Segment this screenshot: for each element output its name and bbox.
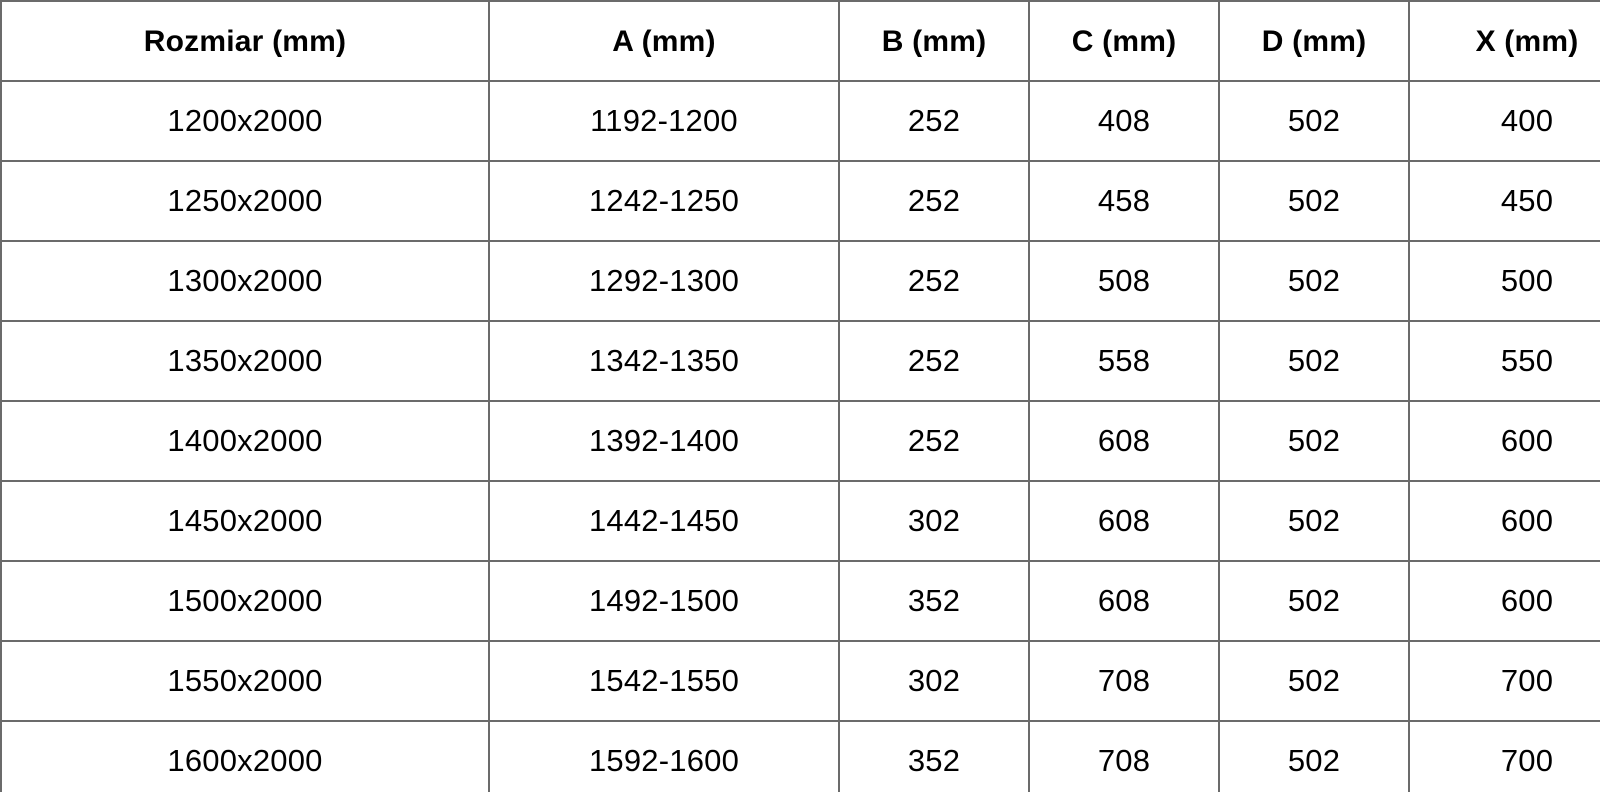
cell-a: 1442-1450 [489,481,840,562]
cell-d: 502 [1219,561,1410,642]
cell-b: 252 [839,161,1030,242]
table-row: 1300x2000 1292-1300 252 508 502 500 [1,241,1600,322]
cell-a: 1242-1250 [489,161,840,242]
cell-d: 502 [1219,481,1410,562]
cell-x: 700 [1409,721,1600,792]
cell-a: 1592-1600 [489,721,840,792]
column-header-x: X (mm) [1409,1,1600,82]
cell-c: 608 [1029,401,1220,482]
cell-x: 500 [1409,241,1600,322]
cell-x: 600 [1409,401,1600,482]
column-header-c: C (mm) [1029,1,1220,82]
cell-x: 450 [1409,161,1600,242]
cell-b: 252 [839,401,1030,482]
cell-x: 600 [1409,481,1600,562]
cell-x: 400 [1409,81,1600,162]
cell-c: 458 [1029,161,1220,242]
cell-size: 1600x2000 [1,721,490,792]
table-header-row: Rozmiar (mm) A (mm) B (mm) C (mm) D (mm)… [1,1,1600,82]
cell-size: 1450x2000 [1,481,490,562]
cell-size: 1500x2000 [1,561,490,642]
cell-a: 1492-1500 [489,561,840,642]
cell-d: 502 [1219,321,1410,402]
cell-d: 502 [1219,161,1410,242]
cell-a: 1192-1200 [489,81,840,162]
cell-a: 1292-1300 [489,241,840,322]
cell-x: 600 [1409,561,1600,642]
cell-size: 1400x2000 [1,401,490,482]
cell-x: 700 [1409,641,1600,722]
cell-x: 550 [1409,321,1600,402]
cell-d: 502 [1219,401,1410,482]
cell-c: 558 [1029,321,1220,402]
cell-b: 252 [839,81,1030,162]
cell-b: 252 [839,241,1030,322]
cell-c: 608 [1029,561,1220,642]
column-header-a: A (mm) [489,1,840,82]
cell-size: 1350x2000 [1,321,490,402]
cell-size: 1250x2000 [1,161,490,242]
cell-d: 502 [1219,721,1410,792]
cell-b: 252 [839,321,1030,402]
cell-c: 708 [1029,721,1220,792]
table-row: 1200x2000 1192-1200 252 408 502 400 [1,81,1600,162]
cell-c: 508 [1029,241,1220,322]
table-row: 1550x2000 1542-1550 302 708 502 700 [1,641,1600,722]
cell-b: 352 [839,561,1030,642]
table-row: 1600x2000 1592-1600 352 708 502 700 [1,721,1600,792]
table-row: 1450x2000 1442-1450 302 608 502 600 [1,481,1600,562]
table-row: 1400x2000 1392-1400 252 608 502 600 [1,401,1600,482]
table-row: 1250x2000 1242-1250 252 458 502 450 [1,161,1600,242]
cell-c: 408 [1029,81,1220,162]
table-row: 1500x2000 1492-1500 352 608 502 600 [1,561,1600,642]
cell-d: 502 [1219,241,1410,322]
column-header-d: D (mm) [1219,1,1410,82]
cell-size: 1300x2000 [1,241,490,322]
cell-a: 1542-1550 [489,641,840,722]
cell-a: 1342-1350 [489,321,840,402]
cell-d: 502 [1219,81,1410,162]
table-body: 1200x2000 1192-1200 252 408 502 400 1250… [1,81,1600,792]
cell-b: 302 [839,641,1030,722]
column-header-size: Rozmiar (mm) [1,1,490,82]
cell-d: 502 [1219,641,1410,722]
cell-b: 302 [839,481,1030,562]
table-header: Rozmiar (mm) A (mm) B (mm) C (mm) D (mm)… [1,1,1600,82]
cell-size: 1550x2000 [1,641,490,722]
table-row: 1350x2000 1342-1350 252 558 502 550 [1,321,1600,402]
cell-a: 1392-1400 [489,401,840,482]
cell-c: 608 [1029,481,1220,562]
column-header-b: B (mm) [839,1,1030,82]
cell-c: 708 [1029,641,1220,722]
cell-size: 1200x2000 [1,81,490,162]
cell-b: 352 [839,721,1030,792]
